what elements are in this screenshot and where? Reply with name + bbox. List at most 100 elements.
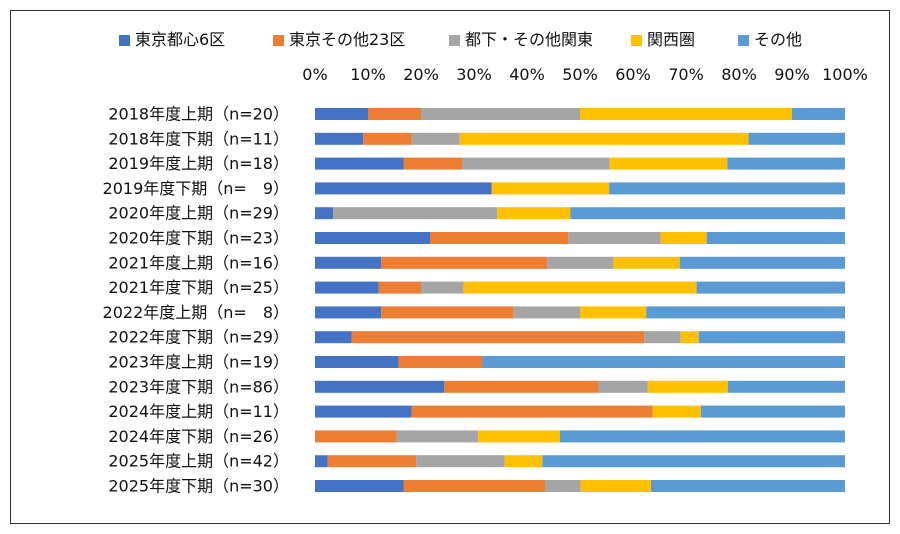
x-tick-label: 80% xyxy=(721,65,757,84)
category-label: 2021年度上期（n=16） xyxy=(108,253,289,272)
bar-segment-3-row-4 xyxy=(497,207,571,220)
bar-segment-3-row-11 xyxy=(647,380,728,393)
bar-segment-1-row-8 xyxy=(381,306,514,319)
bar-segment-3-row-5 xyxy=(660,232,707,244)
bar-segment-0-row-8 xyxy=(315,306,382,319)
bar-segment-2-row-9 xyxy=(644,331,681,344)
bar-segment-3-row-15 xyxy=(580,480,652,492)
bar-segment-2-row-2 xyxy=(462,157,610,170)
bar-segment-3-row-9 xyxy=(680,331,699,344)
bar-segment-0-row-15 xyxy=(315,480,404,492)
bar-segment-0-row-14 xyxy=(315,455,328,468)
legend-label-3: 関西圏 xyxy=(647,30,695,49)
bar-segment-0-row-2 xyxy=(315,157,404,170)
legend-swatch-0 xyxy=(119,35,130,46)
bar-segment-2-row-7 xyxy=(421,281,464,294)
bar-segment-2-row-5 xyxy=(568,232,661,244)
bar-segment-1-row-15 xyxy=(403,480,546,492)
legend-swatch-3 xyxy=(631,35,642,46)
category-labels: 2018年度上期（n=20） 2018年度下期（n=11） 2019年度上期（n=1… xyxy=(103,105,289,496)
category-label: 2022年度下期（n=29） xyxy=(108,328,289,347)
bar-segment-0-row-1 xyxy=(315,132,364,145)
bar-segment-0-row-12 xyxy=(315,405,412,418)
category-label: 2023年度下期（n=86） xyxy=(108,377,289,396)
bar-segment-1-row-0 xyxy=(368,108,421,120)
bar-segment-1-row-13 xyxy=(315,430,397,443)
bar-segment-1-row-1 xyxy=(363,132,412,145)
bar-segment-4-row-0 xyxy=(792,108,845,120)
bar-segment-4-row-5 xyxy=(706,232,845,244)
bar-segment-4-row-2 xyxy=(727,157,845,170)
bar-segment-3-row-0 xyxy=(580,108,792,120)
category-label: 2021年度下期（n=25） xyxy=(108,278,289,297)
bar-segment-0-row-7 xyxy=(315,281,379,294)
bar-segment-2-row-4 xyxy=(333,207,498,220)
x-tick-label: 50% xyxy=(562,65,598,84)
bar-segment-3-row-13 xyxy=(478,430,560,443)
bar-segment-1-row-14 xyxy=(327,455,417,468)
bar-segment-4-row-6 xyxy=(679,256,845,269)
bar-segment-1-row-2 xyxy=(403,157,463,170)
bar-segment-4-row-13 xyxy=(559,430,845,443)
category-label: 2022年度上期（n= 8） xyxy=(103,303,289,322)
bar-segment-4-row-8 xyxy=(646,306,845,319)
bar-segment-3-row-3 xyxy=(491,182,610,195)
bar-segment-2-row-13 xyxy=(396,430,479,443)
x-tick-label: 70% xyxy=(668,65,704,84)
legend: 東京都心6区 東京その他23区 都下・その他関東 関西圏 その他 xyxy=(119,30,802,49)
category-label: 2019年度下期（n= 9） xyxy=(103,179,289,198)
x-axis-ticks: 0% 10% 20% 30% 40% 50% 60% 70% 80% 90% 100% xyxy=(302,65,868,84)
bar-segment-4-row-15 xyxy=(651,480,845,492)
category-label: 2020年度下期（n=23） xyxy=(108,229,289,248)
bars xyxy=(315,108,845,492)
bar-segment-4-row-10 xyxy=(482,356,845,368)
bar-segment-3-row-14 xyxy=(504,455,543,468)
bar-segment-0-row-11 xyxy=(315,380,445,393)
bar-segment-4-row-9 xyxy=(698,331,845,344)
bar-segment-2-row-11 xyxy=(598,380,648,393)
bar-segment-4-row-11 xyxy=(727,380,845,393)
category-label: 2024年度下期（n=26） xyxy=(108,427,289,446)
bar-segment-4-row-7 xyxy=(696,281,845,294)
bar-segment-3-row-1 xyxy=(459,132,749,145)
bar-segment-4-row-14 xyxy=(542,455,845,468)
bar-segment-2-row-6 xyxy=(547,256,614,269)
x-tick-label: 0% xyxy=(302,65,327,84)
bar-segment-0-row-3 xyxy=(315,182,492,195)
bar-segment-0-row-6 xyxy=(315,256,382,269)
legend-swatch-1 xyxy=(273,35,284,46)
legend-label-1: 東京その他23区 xyxy=(289,30,405,49)
category-label: 2023年度上期（n=19） xyxy=(108,353,289,372)
bar-segment-1-row-7 xyxy=(378,281,421,294)
x-tick-label: 30% xyxy=(456,65,492,84)
category-label: 2025年度上期（n=42） xyxy=(108,452,289,471)
bar-segment-1-row-10 xyxy=(398,356,483,368)
bar-segment-1-row-12 xyxy=(411,405,653,418)
bar-segment-2-row-15 xyxy=(545,480,581,492)
bar-segment-0-row-0 xyxy=(315,108,368,120)
bar-segment-0-row-4 xyxy=(315,207,334,220)
bar-segment-4-row-1 xyxy=(748,132,845,145)
bar-segment-3-row-8 xyxy=(580,306,647,319)
legend-label-2: 都下・その他関東 xyxy=(465,30,593,49)
x-tick-label: 90% xyxy=(774,65,810,84)
bar-segment-1-row-6 xyxy=(381,256,548,269)
bar-segment-3-row-12 xyxy=(652,405,701,418)
bar-segment-0-row-9 xyxy=(315,331,352,344)
x-tick-label: 100% xyxy=(822,65,868,84)
bar-segment-1-row-5 xyxy=(430,232,569,244)
category-label: 2018年度下期（n=11） xyxy=(108,129,289,148)
bar-segment-3-row-7 xyxy=(463,281,697,294)
bar-segment-3-row-6 xyxy=(613,256,680,269)
bar-segment-4-row-3 xyxy=(609,182,845,195)
bar-segment-2-row-1 xyxy=(411,132,460,145)
category-label: 2020年度上期（n=29） xyxy=(108,204,289,223)
bar-segment-3-row-2 xyxy=(609,157,728,170)
legend-label-0: 東京都心6区 xyxy=(135,30,225,49)
category-label: 2025年度下期（n=30） xyxy=(108,477,289,496)
category-label: 2018年度上期（n=20） xyxy=(108,105,289,124)
chart-frame: 東京都心6区 東京その他23区 都下・その他関東 関西圏 その他 0% 10% 20% 30%… xyxy=(10,10,890,524)
bar-segment-0-row-5 xyxy=(315,232,431,244)
x-tick-label: 40% xyxy=(509,65,545,84)
bar-segment-2-row-8 xyxy=(513,306,580,319)
